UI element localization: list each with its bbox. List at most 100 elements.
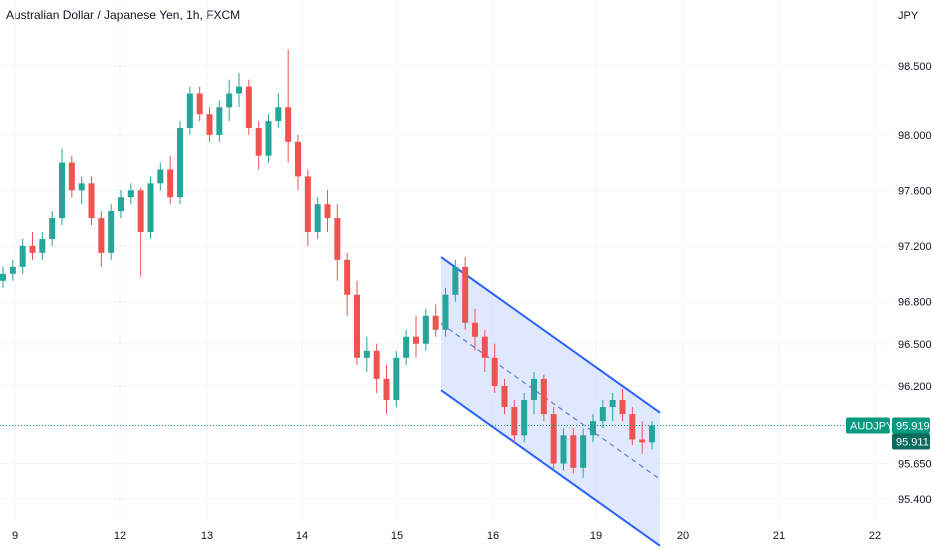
candle bbox=[9, 259, 16, 281]
candle-body bbox=[550, 414, 557, 464]
candle-body bbox=[255, 128, 262, 156]
x-tick-label: 21 bbox=[773, 530, 785, 542]
candle bbox=[422, 308, 429, 351]
candle-body bbox=[265, 121, 272, 156]
channel-lower-line[interactable] bbox=[440, 389, 661, 547]
candle bbox=[560, 428, 567, 471]
candle bbox=[432, 304, 439, 337]
candle bbox=[481, 329, 488, 372]
candle-body bbox=[226, 93, 233, 108]
candle-body bbox=[403, 336, 410, 358]
candle bbox=[19, 238, 26, 274]
candle-body bbox=[383, 378, 390, 401]
candle bbox=[59, 148, 65, 226]
candle bbox=[580, 428, 587, 478]
candle bbox=[275, 93, 282, 129]
candle-body bbox=[442, 294, 449, 330]
candle-body bbox=[147, 183, 154, 232]
candle-body bbox=[580, 435, 587, 468]
candle-body bbox=[491, 357, 498, 386]
candle bbox=[452, 259, 459, 302]
candle-body bbox=[324, 204, 331, 219]
candle-body bbox=[9, 266, 16, 274]
y-tick-label: 96.200 bbox=[898, 381, 932, 393]
candle bbox=[0, 266, 6, 288]
candle bbox=[511, 400, 518, 443]
channel-fill bbox=[441, 257, 660, 546]
y-tick-label: 97.600 bbox=[898, 185, 932, 197]
candle-body bbox=[88, 183, 95, 219]
candle-body bbox=[511, 407, 518, 436]
candle bbox=[108, 204, 115, 260]
candle-body bbox=[167, 169, 174, 198]
candle-body bbox=[314, 204, 321, 232]
candle-body bbox=[334, 218, 341, 260]
candle-body bbox=[462, 266, 469, 323]
currency-label: JPY bbox=[898, 10, 919, 22]
candle bbox=[442, 287, 449, 337]
candle-body bbox=[177, 128, 183, 198]
candle bbox=[550, 407, 557, 471]
candle bbox=[98, 211, 105, 267]
candle bbox=[324, 190, 331, 232]
candle bbox=[127, 183, 134, 205]
candle bbox=[344, 252, 351, 316]
x-tick-label: 12 bbox=[114, 530, 126, 542]
channel-upper-line[interactable] bbox=[440, 256, 661, 414]
x-tick-label: 19 bbox=[590, 530, 602, 542]
candle bbox=[570, 428, 577, 474]
candle bbox=[29, 231, 36, 260]
candle bbox=[304, 169, 311, 246]
candle-body bbox=[393, 357, 400, 401]
x-tick-label: 15 bbox=[391, 530, 403, 542]
x-tick-label: 16 bbox=[487, 530, 499, 542]
candle-body bbox=[295, 141, 301, 177]
candle-body bbox=[531, 378, 537, 401]
candle-body bbox=[452, 266, 459, 295]
trend-channel[interactable] bbox=[440, 256, 661, 547]
time-axis[interactable]: 9 12 13 14 15 16 19 20 21 22 bbox=[12, 530, 881, 542]
candle-body bbox=[560, 435, 567, 464]
candle bbox=[531, 371, 537, 415]
candle bbox=[49, 211, 56, 246]
candle bbox=[236, 72, 242, 108]
candle-body bbox=[629, 414, 636, 440]
candle bbox=[373, 343, 380, 393]
candle-body bbox=[108, 211, 115, 253]
candle-body bbox=[432, 315, 439, 330]
bid-price-label: 95.911 bbox=[896, 437, 929, 449]
candle-body bbox=[501, 385, 508, 408]
price-axis[interactable]: 98.500 98.000 97.600 97.200 96.800 96.500 96.2… bbox=[898, 61, 932, 506]
candle-body bbox=[49, 218, 56, 239]
x-tick-label: 9 bbox=[12, 530, 18, 542]
symbol-badge bbox=[846, 417, 890, 434]
candle bbox=[137, 187, 144, 277]
candle bbox=[226, 79, 233, 122]
candle-body bbox=[422, 315, 429, 344]
candle-body bbox=[19, 245, 26, 267]
x-tick-label: 22 bbox=[869, 530, 881, 542]
bid-price-badge bbox=[892, 433, 930, 450]
candle bbox=[354, 280, 360, 365]
candle-body bbox=[639, 439, 646, 443]
candle bbox=[78, 176, 85, 205]
candle-body bbox=[216, 107, 223, 135]
candle bbox=[413, 315, 419, 358]
candle-body bbox=[373, 350, 380, 379]
candle bbox=[363, 336, 370, 372]
last-price-badge bbox=[892, 417, 930, 434]
candle bbox=[157, 162, 164, 191]
candle bbox=[314, 197, 321, 239]
candle-body bbox=[186, 93, 193, 129]
candle bbox=[403, 329, 410, 365]
y-tick-label: 97.200 bbox=[898, 241, 932, 253]
candle-body bbox=[304, 176, 311, 232]
candle-body bbox=[570, 435, 577, 468]
candle bbox=[245, 79, 252, 135]
candle-body bbox=[39, 238, 46, 253]
candle-body bbox=[78, 183, 85, 191]
candle-body bbox=[245, 86, 252, 129]
candle bbox=[186, 86, 193, 135]
y-tick-label: 95.650 bbox=[898, 459, 932, 471]
